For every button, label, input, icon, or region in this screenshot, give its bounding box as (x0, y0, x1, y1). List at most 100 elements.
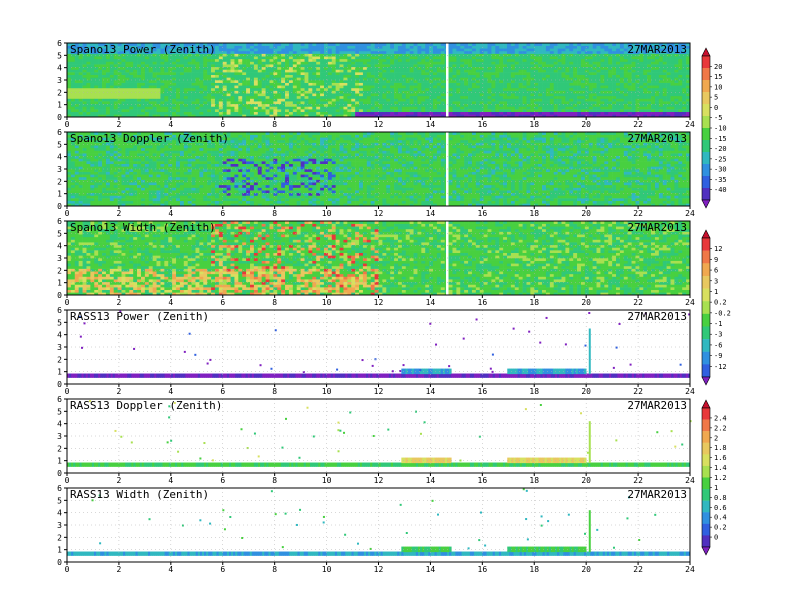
x-tick-label: 22 (633, 120, 643, 129)
colorbar-label: 0.4 (714, 514, 727, 522)
x-tick-label: 2 (117, 298, 122, 307)
colorbar-label: -20 (714, 145, 727, 153)
x-tick-label: 20 (581, 120, 591, 129)
x-tick-label: 12 (374, 120, 384, 129)
x-tick-label: 2 (117, 565, 122, 574)
x-tick-label: 2 (117, 476, 122, 485)
x-tick-label: 0 (65, 120, 70, 129)
colorbar-tip-bottom (702, 377, 710, 385)
x-tick-label: 12 (374, 565, 384, 574)
y-tick-label: 4 (57, 64, 62, 73)
x-tick-label: 6 (220, 565, 225, 574)
colorbar-label: 2.4 (714, 414, 727, 422)
x-tick-label: 22 (633, 476, 643, 485)
x-tick-label: 10 (322, 387, 332, 396)
y-tick-label: 6 (57, 128, 62, 137)
x-tick-label: 4 (168, 209, 173, 218)
x-tick-label: 22 (633, 209, 643, 218)
x-tick-label: 14 (426, 387, 436, 396)
y-tick-label: 5 (57, 140, 62, 149)
colorbar-label: 0.8 (714, 494, 727, 502)
x-tick-label: 18 (529, 209, 539, 218)
x-tick-label: 14 (426, 565, 436, 574)
x-tick-label: 14 (426, 209, 436, 218)
y-tick-label: 3 (57, 165, 62, 174)
colorbar-label: -6 (714, 341, 722, 349)
colorbar-label: 6 (714, 267, 718, 275)
x-tick-label: 0 (65, 387, 70, 396)
y-tick-label: 1 (57, 457, 62, 466)
x-tick-label: 2 (117, 120, 122, 129)
x-tick-label: 8 (272, 298, 277, 307)
colorbar-label: -35 (714, 176, 727, 184)
y-tick-label: 2 (57, 88, 62, 97)
x-tick-label: 20 (581, 298, 591, 307)
colorbar-segment (702, 92, 710, 104)
x-tick-label: 8 (272, 209, 277, 218)
x-tick-label: 8 (272, 565, 277, 574)
colorbar-segment (702, 176, 710, 188)
x-tick-label: 8 (272, 120, 277, 129)
colorbar-tip-top (702, 230, 710, 238)
colorbar-segment (702, 314, 710, 327)
colorbar-segment (702, 478, 710, 490)
colorbar-3: 2.42.221.81.61.41.210.80.60.40.20 (702, 400, 727, 555)
x-tick-label: 10 (322, 476, 332, 485)
y-tick-label: 0 (57, 558, 62, 567)
x-tick-label: 10 (322, 298, 332, 307)
colorbar-segment (702, 501, 710, 513)
x-tick-label: 0 (65, 209, 70, 218)
x-tick-label: 20 (581, 565, 591, 574)
colorbar-label: -3 (714, 331, 722, 339)
colorbar-segment (702, 443, 710, 455)
x-tick-label: 22 (633, 565, 643, 574)
y-tick-label: 4 (57, 153, 62, 162)
y-tick-label: 1 (57, 546, 62, 555)
x-tick-label: 16 (478, 387, 488, 396)
panel-title: Spano13 Width (Zenith) (70, 221, 216, 234)
y-tick-label: 2 (57, 355, 62, 364)
x-tick-label: 18 (529, 120, 539, 129)
x-tick-label: 8 (272, 387, 277, 396)
x-tick-label: 14 (426, 476, 436, 485)
colorbar-segment (702, 489, 710, 501)
x-tick-label: 16 (478, 209, 488, 218)
colorbar-label: 1.6 (714, 454, 727, 462)
y-tick-label: 6 (57, 395, 62, 404)
colorbar-segment (702, 251, 710, 264)
x-tick-label: 4 (168, 387, 173, 396)
x-tick-label: 18 (529, 565, 539, 574)
colorbar-label: -25 (714, 155, 727, 163)
panel-title: RASS13 Doppler (Zenith) (70, 399, 222, 412)
x-tick-label: 16 (478, 565, 488, 574)
y-tick-label: 4 (57, 331, 62, 340)
y-tick-label: 3 (57, 432, 62, 441)
panel-date: 27MAR2013 (627, 399, 687, 412)
x-tick-label: 22 (633, 387, 643, 396)
colorbar-label: 5 (714, 94, 718, 102)
y-tick-label: 0 (57, 291, 62, 300)
y-tick-label: 2 (57, 533, 62, 542)
panel-date: 27MAR2013 (627, 310, 687, 323)
colorbar-segment (702, 80, 710, 92)
y-tick-label: 5 (57, 51, 62, 60)
y-tick-label: 0 (57, 113, 62, 122)
x-tick-label: 2 (117, 209, 122, 218)
colorbar-segment (702, 301, 710, 314)
x-tick-label: 24 (685, 565, 695, 574)
x-tick-label: 24 (685, 209, 695, 218)
colorbar-label: 3 (714, 277, 718, 285)
x-tick-label: 20 (581, 209, 591, 218)
x-tick-label: 0 (65, 476, 70, 485)
x-tick-label: 4 (168, 476, 173, 485)
x-tick-label: 6 (220, 476, 225, 485)
colorbar-label: 0.2 (714, 524, 727, 532)
x-tick-label: 4 (168, 120, 173, 129)
colorbar-label: 12 (714, 245, 722, 253)
colorbar-label: 0 (714, 534, 718, 542)
y-tick-label: 6 (57, 306, 62, 315)
colorbar-segment (702, 326, 710, 339)
